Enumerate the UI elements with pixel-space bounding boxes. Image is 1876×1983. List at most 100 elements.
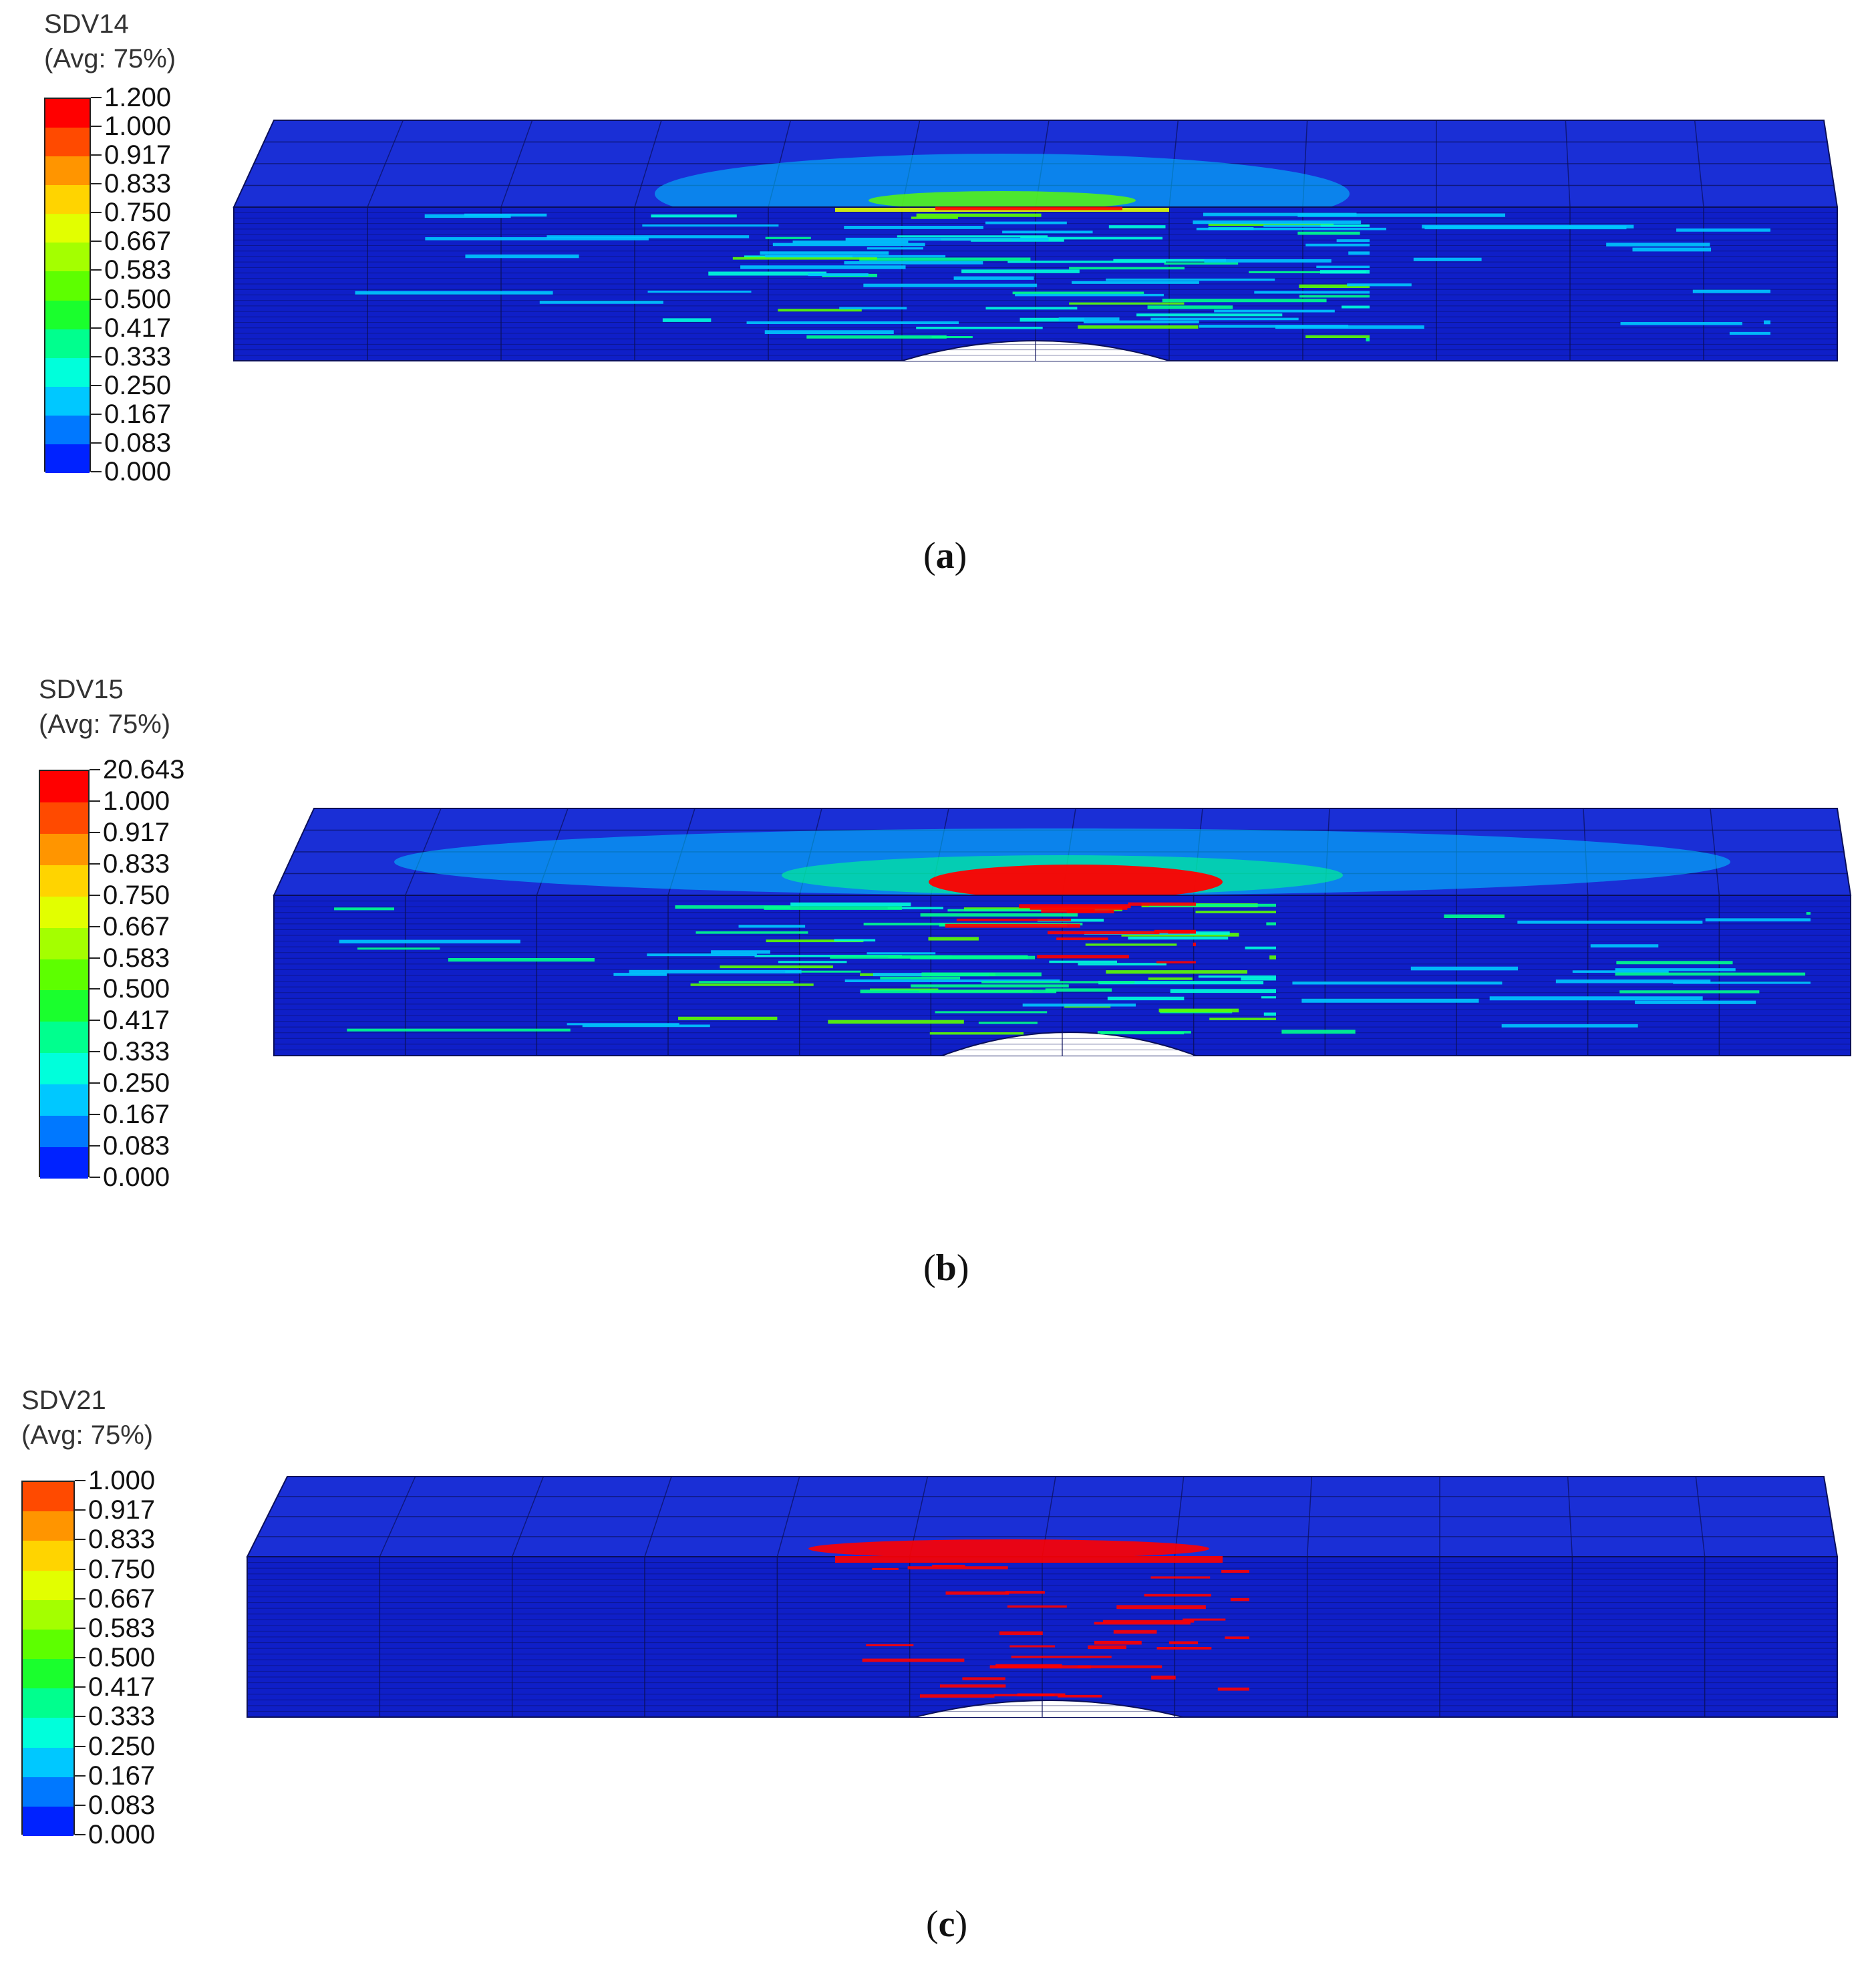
- colorbar-tick-label: 0.333: [103, 1037, 170, 1067]
- colorbar-tick-label: 0.000: [103, 1163, 170, 1192]
- hole-edge: [915, 1700, 1183, 1718]
- colorbar-tick-label: 0.250: [88, 1731, 156, 1761]
- colorbar-band: [45, 243, 90, 272]
- colorbar-tick: [91, 97, 102, 98]
- colorbar-tick: [91, 154, 102, 156]
- caption-letter: b: [935, 1247, 957, 1289]
- colorbar-tick: [91, 471, 102, 472]
- colorbar-band: [45, 329, 90, 359]
- caption-letter: a: [935, 535, 955, 577]
- colorbar-tick-label: 0.667: [104, 226, 172, 257]
- colorbar-band: [23, 1511, 73, 1541]
- colorbar-tick: [75, 1568, 86, 1570]
- colorbar-tick-label: 0.917: [103, 817, 170, 847]
- fe-model-plate: [273, 808, 1852, 1056]
- colorbar-band: [23, 1599, 73, 1630]
- colorbar-tick-label: 0.833: [104, 169, 172, 199]
- colorbar-band: [40, 802, 88, 834]
- colorbar-tick-label: 0.500: [103, 974, 170, 1004]
- fe-model-plate: [232, 120, 1839, 361]
- colorbar-band: [45, 128, 90, 157]
- colorbar-tick-label: 0.833: [88, 1525, 156, 1555]
- mesh-line: [1695, 1476, 1706, 1557]
- colorbar-band: [23, 1482, 73, 1512]
- colorbar-tick: [91, 442, 102, 444]
- caption-a: (a): [923, 535, 967, 577]
- mesh-line: [404, 808, 442, 896]
- colorbar-band: [23, 1688, 73, 1718]
- fe-model-plate: [246, 1476, 1839, 1718]
- colorbar-tick-label: 0.000: [104, 457, 172, 486]
- colorbar-band: [40, 865, 88, 897]
- colorbar-tick: [91, 269, 102, 271]
- colorbar: [39, 770, 90, 1179]
- contour-region: [869, 191, 1136, 210]
- colorbar-band: [23, 1541, 73, 1571]
- colorbar-band: [40, 896, 88, 929]
- caption-c: (c): [926, 1903, 968, 1945]
- mesh-line: [1694, 120, 1704, 208]
- mesh-line: [367, 120, 404, 208]
- colorbar-tick-label: 0.750: [88, 1554, 156, 1584]
- colorbar-band: [23, 1747, 73, 1778]
- colorbar-tick: [90, 1114, 100, 1116]
- colorbar-tick: [91, 183, 102, 185]
- legend-variable: SDV14: [44, 9, 129, 39]
- colorbar-tick: [75, 1480, 86, 1481]
- colorbar-tick-label: 0.250: [103, 1068, 170, 1098]
- colorbar-tick: [90, 988, 100, 990]
- colorbar-tick: [90, 800, 100, 802]
- colorbar-tick-label: 0.250: [104, 370, 172, 400]
- colorbar-tick: [75, 1716, 86, 1718]
- legend-averaging: (Avg: 75%): [21, 1420, 154, 1450]
- colorbar-band: [40, 1116, 88, 1148]
- colorbar-tick: [75, 1834, 86, 1835]
- colorbar-tick-label: 1.000: [104, 112, 172, 142]
- colorbar-tick-label: 1.000: [103, 786, 170, 816]
- colorbar-band: [45, 386, 90, 416]
- colorbar-tick-label: 0.500: [88, 1643, 156, 1672]
- colorbar-tick: [91, 327, 102, 329]
- colorbar-band: [45, 444, 90, 474]
- colorbar-band: [40, 1022, 88, 1054]
- legend-variable: SDV15: [39, 675, 124, 704]
- panel-c: SDV21 (Avg: 75%) 1.000 0.917 0.833 0.750 0.6…: [0, 1376, 1876, 1983]
- colorbar-tick: [90, 831, 100, 833]
- colorbar-tick: [90, 1020, 100, 1022]
- colorbar-band: [45, 185, 90, 214]
- colorbar: [21, 1481, 75, 1837]
- colorbar-band: [40, 1147, 88, 1179]
- colorbar-tick: [90, 925, 100, 927]
- colorbar-tick-label: 0.167: [103, 1100, 170, 1130]
- panel-a: SDV14 (Avg: 75%) 1.200 1.000 0.917 0.833 0.7…: [0, 0, 1876, 601]
- colorbar-tick-label: 0.917: [104, 140, 172, 170]
- colorbar-tick: [75, 1657, 86, 1658]
- colorbar-band: [23, 1777, 73, 1807]
- colorbar-tick-label: 0.583: [104, 255, 172, 285]
- caption-b: (b): [923, 1247, 969, 1289]
- colorbar-tick: [90, 863, 100, 865]
- colorbar-tick-label: 0.167: [88, 1761, 156, 1791]
- colorbar-band: [40, 771, 88, 803]
- colorbar-tick-label: 0.917: [88, 1495, 156, 1525]
- colorbar-tick-label: 0.833: [103, 849, 170, 879]
- mesh-line: [511, 1476, 544, 1557]
- colorbar-tick: [91, 355, 102, 357]
- colorbar-tick-label: 0.667: [88, 1583, 156, 1614]
- colorbar-tick-label: 0.417: [104, 313, 172, 343]
- colorbar-tick: [75, 1627, 86, 1629]
- colorbar-tick: [91, 384, 102, 386]
- colorbar-band: [40, 1084, 88, 1116]
- colorbar-tick-label: 0.583: [88, 1613, 156, 1643]
- colorbar-tick-label: 1.000: [88, 1466, 156, 1495]
- colorbar-band: [23, 1629, 73, 1660]
- mesh-line: [1565, 120, 1571, 208]
- colorbar-tick: [90, 1051, 100, 1053]
- legend-averaging: (Avg: 75%): [44, 44, 176, 73]
- colorbar-tick: [91, 241, 102, 243]
- colorbar-tick-label: 0.167: [104, 399, 172, 429]
- colorbar-tick: [91, 413, 102, 415]
- colorbar: [44, 98, 91, 474]
- mesh-line: [644, 1476, 672, 1557]
- colorbar-tick: [90, 769, 100, 770]
